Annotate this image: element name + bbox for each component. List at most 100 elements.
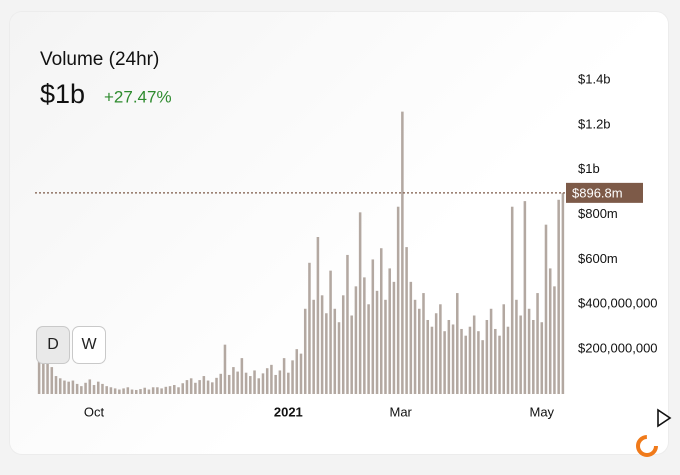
bar [464, 335, 468, 394]
x-tick-label: May [529, 404, 554, 419]
bar [84, 382, 87, 394]
bar [532, 319, 535, 394]
bar [223, 344, 227, 394]
y-tick-label: $400,000,000 [578, 296, 658, 311]
bar [540, 322, 544, 394]
bar [202, 376, 206, 394]
bar [384, 299, 387, 394]
bar [227, 374, 231, 394]
bar [379, 248, 383, 394]
bar [418, 308, 421, 394]
bar [173, 385, 176, 394]
y-tick-label: $1.4b [578, 71, 611, 86]
bar [553, 286, 556, 394]
title: Volume (24hr) [40, 49, 159, 70]
bar [371, 259, 375, 394]
bar [278, 370, 282, 394]
bar [358, 212, 362, 394]
bar [434, 313, 438, 394]
bar [177, 387, 180, 394]
bar [510, 206, 514, 394]
bar [198, 380, 201, 394]
bar [92, 385, 96, 394]
bar [426, 319, 429, 394]
y-tick-label: $1.2b [578, 116, 611, 131]
bar [485, 319, 489, 394]
bar [443, 331, 446, 394]
bar [249, 376, 252, 394]
bar [561, 192, 565, 394]
bar [401, 111, 404, 395]
bar [105, 386, 108, 394]
bar [477, 331, 480, 394]
bar [122, 388, 125, 394]
bar [185, 380, 189, 394]
y-tick-label: $200,000,000 [578, 341, 658, 356]
bar [316, 237, 320, 394]
bar [42, 360, 45, 394]
bar [536, 293, 539, 394]
bar [481, 340, 484, 394]
day-button[interactable]: D [36, 326, 70, 364]
bar [168, 386, 172, 394]
bar [409, 281, 413, 394]
bar [96, 381, 100, 394]
bar [282, 358, 286, 394]
bar [447, 319, 451, 394]
bar [80, 386, 83, 394]
reference-label: $896.8m [572, 185, 623, 200]
bar [413, 299, 417, 394]
bar [291, 360, 294, 394]
bar [46, 362, 49, 394]
bar [109, 387, 113, 394]
bar [134, 389, 138, 394]
bar [206, 380, 210, 394]
bar [472, 315, 476, 394]
bar [308, 262, 311, 394]
bar [164, 386, 168, 394]
bar [325, 313, 328, 394]
y-tick-label: $800m [578, 206, 618, 221]
bar [527, 308, 531, 394]
bar [88, 379, 92, 394]
bar [58, 378, 62, 394]
bar [329, 270, 332, 394]
play-button[interactable] [657, 408, 672, 428]
bar [346, 254, 349, 394]
bar [544, 224, 548, 394]
bar [350, 315, 353, 394]
bar [523, 201, 527, 394]
bar [130, 389, 134, 394]
bar [181, 383, 184, 394]
bar [367, 304, 370, 394]
bar [118, 389, 121, 394]
bar [261, 373, 265, 394]
bar [515, 299, 518, 394]
bar [502, 304, 506, 394]
bar [341, 295, 345, 394]
bar [557, 199, 560, 394]
bar [468, 326, 472, 394]
bar [113, 388, 117, 394]
bar [303, 308, 307, 394]
x-tick-label: Oct [84, 404, 105, 419]
y-tick-label: $600m [578, 251, 618, 266]
bar [375, 290, 379, 394]
bar [126, 387, 130, 394]
bar [160, 388, 163, 394]
x-tick-label: Mar [389, 404, 412, 419]
bar [489, 308, 493, 394]
week-button[interactable]: W [72, 326, 106, 364]
bar [519, 315, 522, 394]
bar [54, 376, 58, 394]
bar [405, 247, 408, 394]
bar [147, 389, 151, 394]
bar [430, 326, 434, 394]
bar [498, 335, 501, 394]
bar [287, 372, 290, 394]
bar [244, 372, 248, 394]
bar [211, 382, 214, 394]
bar [392, 281, 396, 394]
